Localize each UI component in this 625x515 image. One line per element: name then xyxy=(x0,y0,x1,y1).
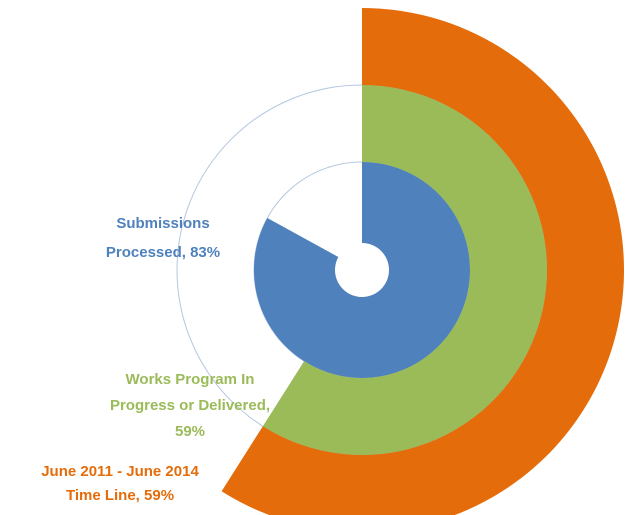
data-label: Time Line, 59% xyxy=(66,487,174,504)
data-label: Progress or Delivered, xyxy=(110,397,270,414)
data-label: Submissions xyxy=(116,215,209,232)
ring-segment xyxy=(254,162,470,379)
data-label: 59% xyxy=(175,423,205,440)
ring-segment xyxy=(262,85,547,456)
data-label: Works Program In xyxy=(126,371,255,388)
data-label: June 2011 - June 2014 xyxy=(41,463,199,480)
data-label: Processed, 83% xyxy=(106,244,220,261)
ring-segment xyxy=(221,8,624,515)
